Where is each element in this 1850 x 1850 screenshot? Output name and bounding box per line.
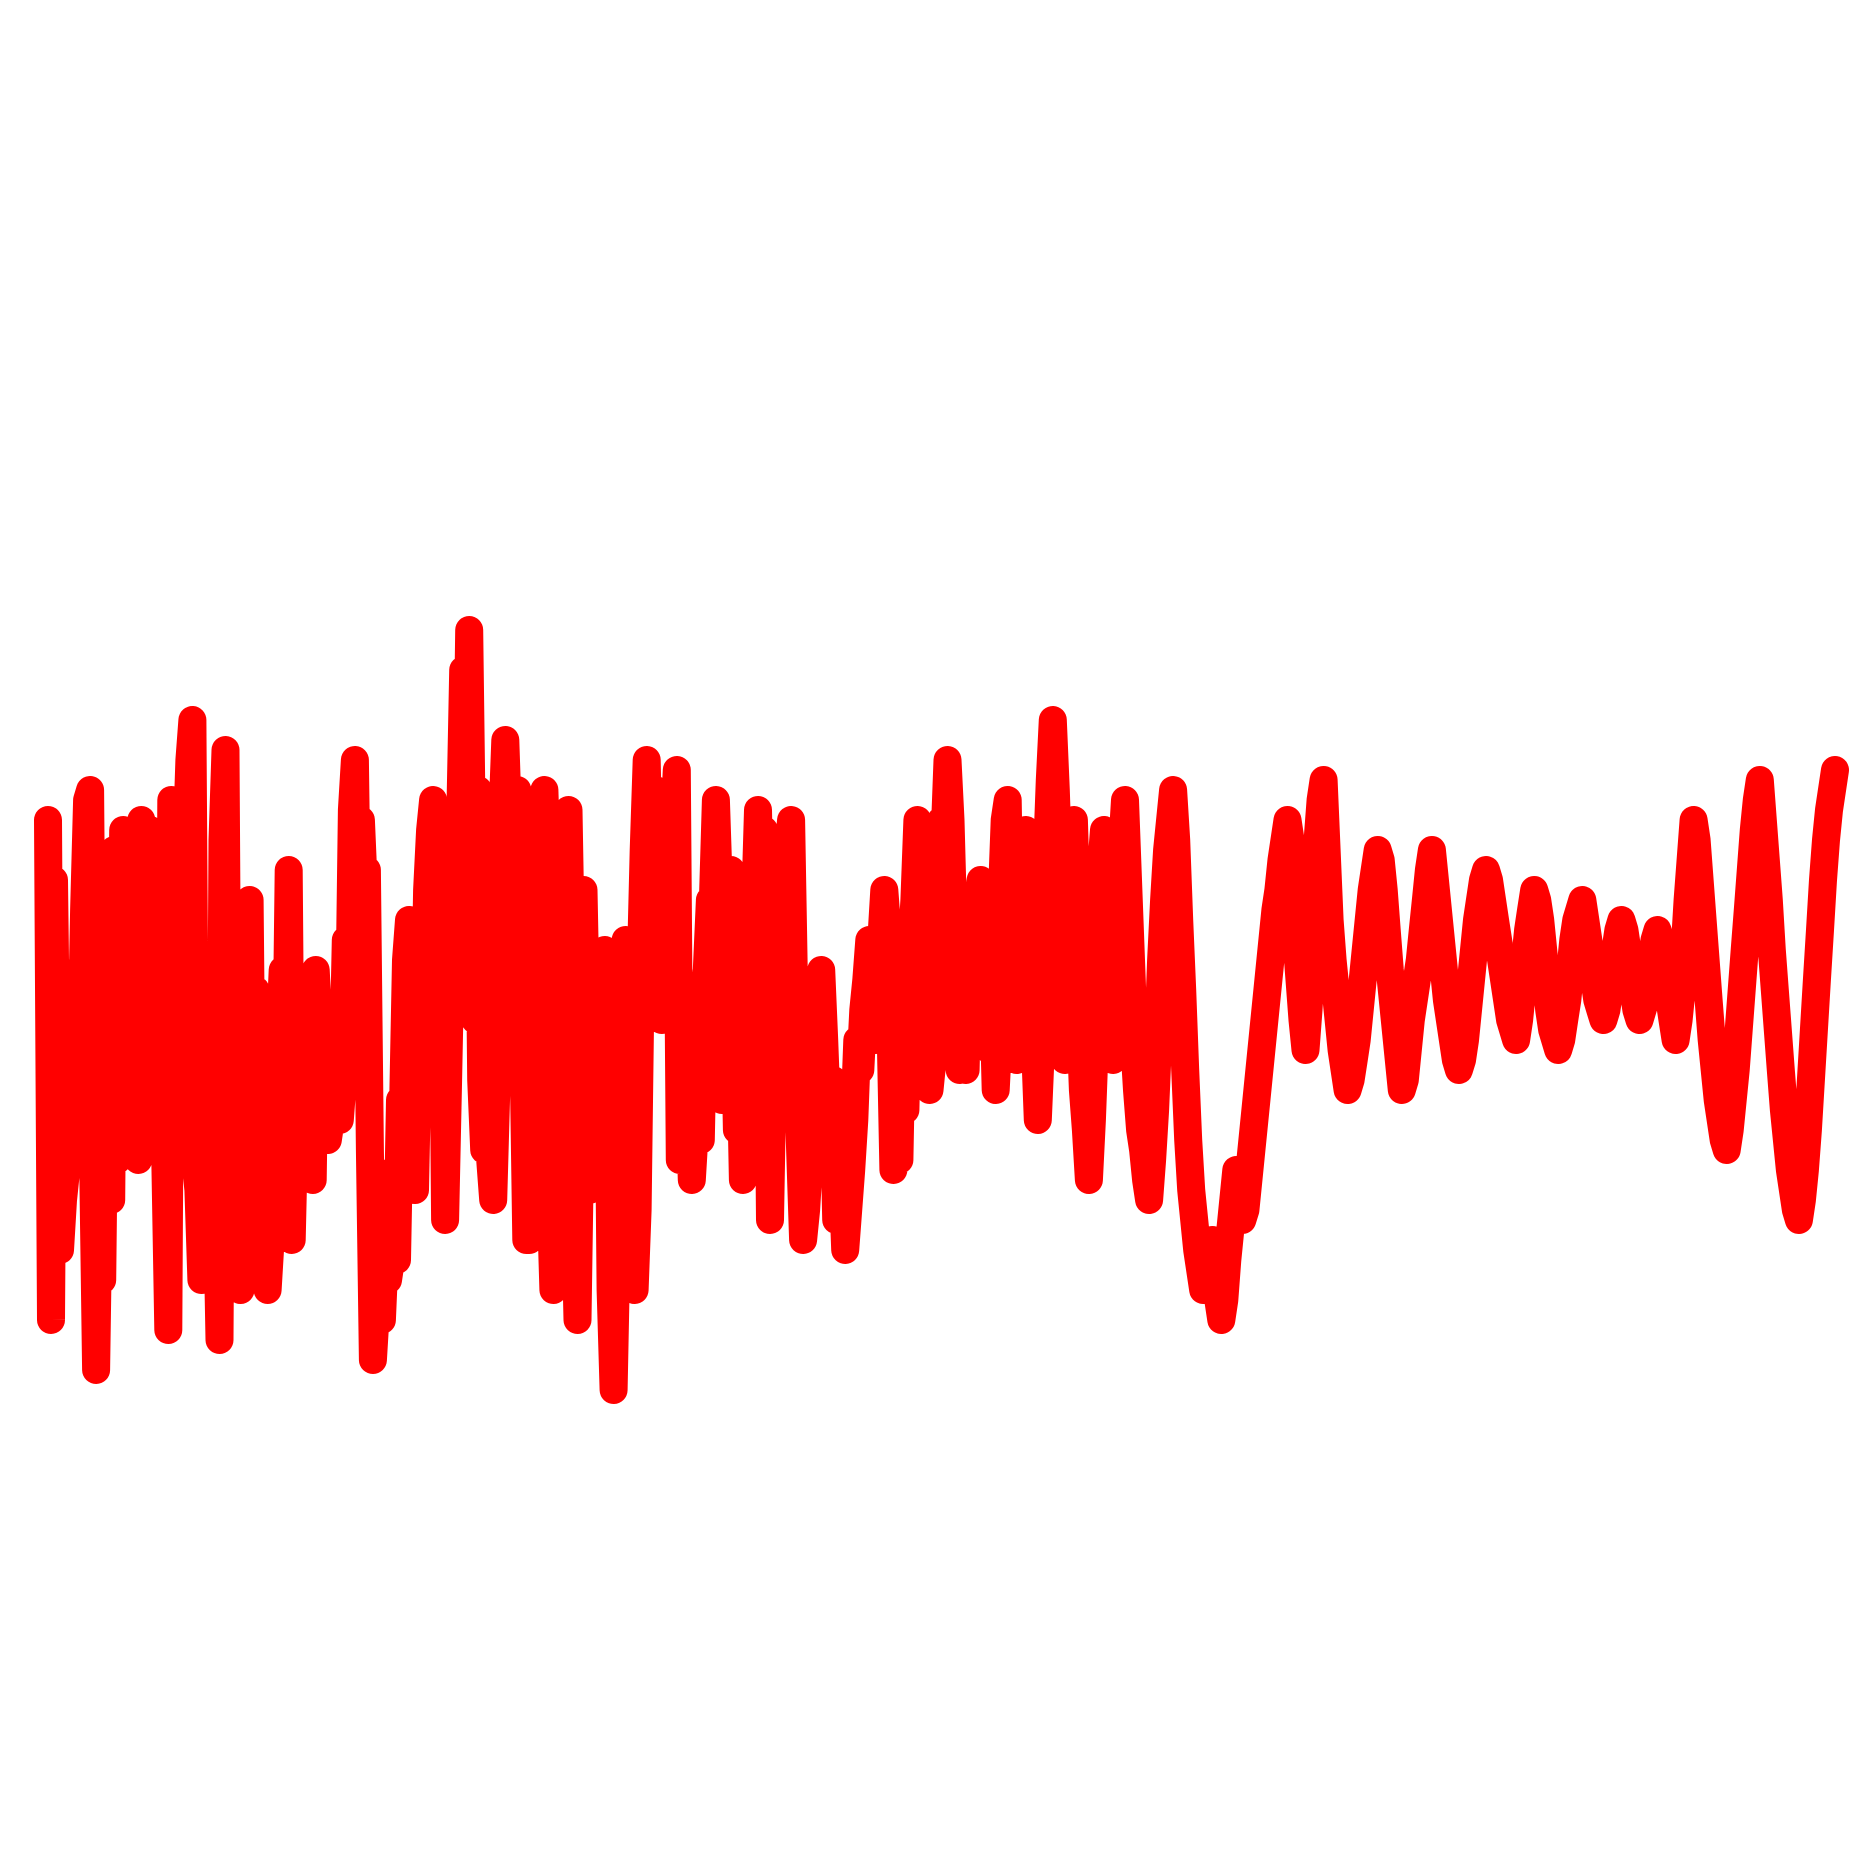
series-line-0: [34, 616, 1849, 1404]
plot-area: [34, 616, 1849, 1404]
